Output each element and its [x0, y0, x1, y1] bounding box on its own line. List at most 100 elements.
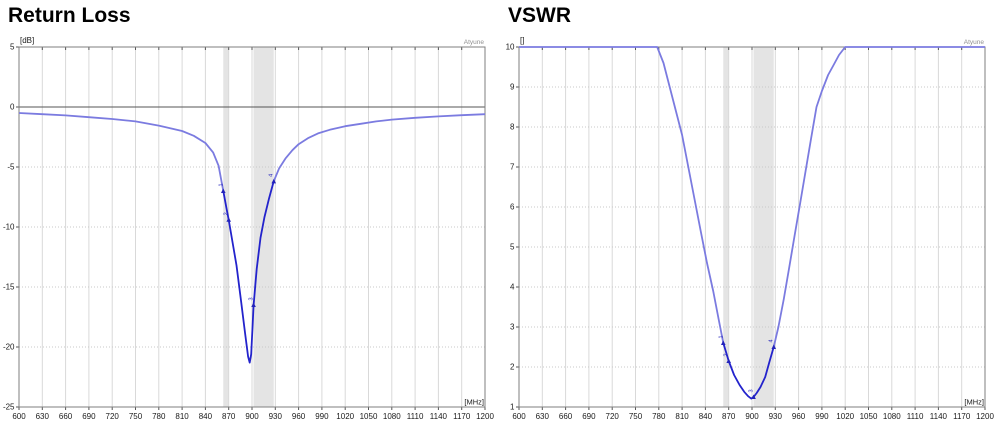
- x-tick-label: 930: [269, 412, 283, 421]
- x-tick-label: 690: [82, 412, 96, 421]
- x-tick-label: 1020: [836, 412, 854, 421]
- marker-3-label: 3: [749, 389, 755, 392]
- y-tick-label: -20: [3, 343, 15, 352]
- y-tick-label: 9: [510, 83, 515, 92]
- x-tick-label: 720: [606, 412, 620, 421]
- y-tick-label: 6: [510, 203, 515, 212]
- x-tick-label: 660: [559, 412, 573, 421]
- y-axis-unit-label: []: [520, 36, 524, 45]
- return-loss-title: Return Loss: [8, 4, 131, 27]
- y-tick-label: 8: [510, 123, 515, 132]
- curve-segment-high: [272, 113, 486, 182]
- y-tick-label: 5: [10, 43, 15, 52]
- x-tick-label: 750: [129, 412, 143, 421]
- band-region: [253, 47, 274, 407]
- vswr-panel: VSWR 1 2 3 4 600 630 660 690 720 750 780 810 840 870 9…: [500, 0, 1000, 423]
- y-tick-label: 10: [506, 43, 515, 52]
- return-loss-panel: Return Loss 1 2 3 4 600 630 660 690 720 750 780 810…: [3, 4, 495, 421]
- marker-2-icon: [726, 358, 731, 363]
- x-tick-label: 1200: [476, 412, 494, 421]
- x-tick-label: 1080: [883, 412, 901, 421]
- x-tick-label: 1140: [430, 412, 448, 421]
- x-tick-label: 1110: [907, 412, 924, 421]
- marker-4-icon: [271, 178, 277, 184]
- x-tick-label: 870: [722, 412, 736, 421]
- band-region: [753, 47, 774, 407]
- x-axis-unit-label: [MHz]: [964, 398, 984, 407]
- x-tick-label: 1050: [860, 412, 878, 421]
- y-tick-label: -5: [7, 163, 15, 172]
- plot-frame: [18, 46, 486, 408]
- marker-2-label: 2: [224, 212, 230, 215]
- x-tick-label: 1020: [336, 412, 354, 421]
- marker-1-icon: [220, 188, 226, 193]
- x-tick-label: 600: [12, 412, 26, 421]
- marker-3-label: 3: [249, 297, 255, 300]
- y-tick-label: 2: [510, 363, 515, 372]
- marker-1-label: 1: [218, 183, 224, 186]
- x-tick-label: 1170: [453, 412, 471, 421]
- plot-frame: [518, 46, 986, 408]
- x-tick-label: 600: [512, 412, 526, 421]
- curve-segment-highlight: [722, 342, 775, 400]
- vswr-title: VSWR: [508, 4, 571, 27]
- x-tick-label: 900: [245, 412, 259, 421]
- x-tick-label: 750: [629, 412, 643, 421]
- y-tick-label: 3: [510, 323, 515, 332]
- curve-segment-highlight: [222, 181, 275, 364]
- marker-4-icon: [771, 344, 777, 349]
- x-tick-label: 630: [36, 412, 50, 421]
- band-region: [723, 47, 729, 407]
- curve-segment-low: [18, 112, 225, 192]
- x-axis-unit-label: [MHz]: [464, 398, 484, 407]
- marker-1-icon: [720, 340, 726, 345]
- x-tick-label: 810: [675, 412, 689, 421]
- x-tick-label: 900: [745, 412, 759, 421]
- x-tick-label: 660: [59, 412, 73, 421]
- x-tick-label: 930: [769, 412, 783, 421]
- x-tick-label: 780: [652, 412, 666, 421]
- y-tick-label: 0: [10, 103, 15, 112]
- watermark-label: Atyune: [964, 39, 985, 46]
- x-tick-label: 780: [152, 412, 166, 421]
- y-tick-label: 5: [510, 243, 515, 252]
- x-tick-label: 1200: [976, 412, 994, 421]
- marker-1-label: 1: [718, 335, 724, 338]
- x-tick-label: 960: [292, 412, 306, 421]
- curve-segment-high: [772, 46, 985, 348]
- x-tick-label: 990: [315, 412, 329, 421]
- x-tick-label: 1170: [953, 412, 971, 421]
- return-loss-chart: 1 2 3 4 600 630 660 690 720 750 780 810 840 870 900 930…: [3, 36, 495, 421]
- x-tick-label: 810: [175, 412, 189, 421]
- y-tick-label: 1: [510, 403, 515, 412]
- x-tick-label: 630: [536, 412, 550, 421]
- marker-4-label: 4: [269, 174, 275, 177]
- y-tick-label: -10: [3, 223, 15, 232]
- marker-4-label: 4: [769, 339, 775, 342]
- x-tick-label: 840: [199, 412, 213, 421]
- curve-segment-low: [519, 46, 725, 344]
- x-tick-label: 1050: [360, 412, 378, 421]
- x-tick-label: 990: [815, 412, 829, 421]
- x-tick-label: 1080: [383, 412, 401, 421]
- y-tick-label: 7: [510, 163, 515, 172]
- watermark-label: Atyune: [464, 39, 485, 46]
- marker-2-label: 2: [724, 353, 730, 356]
- y-axis-unit-label: [dB]: [20, 36, 34, 45]
- y-tick-label: -25: [3, 403, 15, 412]
- marker-3-icon: [251, 302, 256, 307]
- x-tick-label: 1110: [407, 412, 424, 421]
- marker-3-icon: [751, 394, 756, 399]
- x-tick-label: 720: [106, 412, 120, 421]
- y-tick-label: 4: [510, 283, 515, 292]
- band-region: [223, 47, 229, 407]
- x-tick-label: 690: [582, 412, 596, 421]
- x-tick-label: 1140: [930, 412, 948, 421]
- marker-2-icon: [226, 217, 231, 222]
- x-tick-label: 870: [222, 412, 236, 421]
- x-tick-label: 960: [792, 412, 806, 421]
- x-tick-label: 840: [699, 412, 713, 421]
- y-tick-label: -15: [3, 283, 15, 292]
